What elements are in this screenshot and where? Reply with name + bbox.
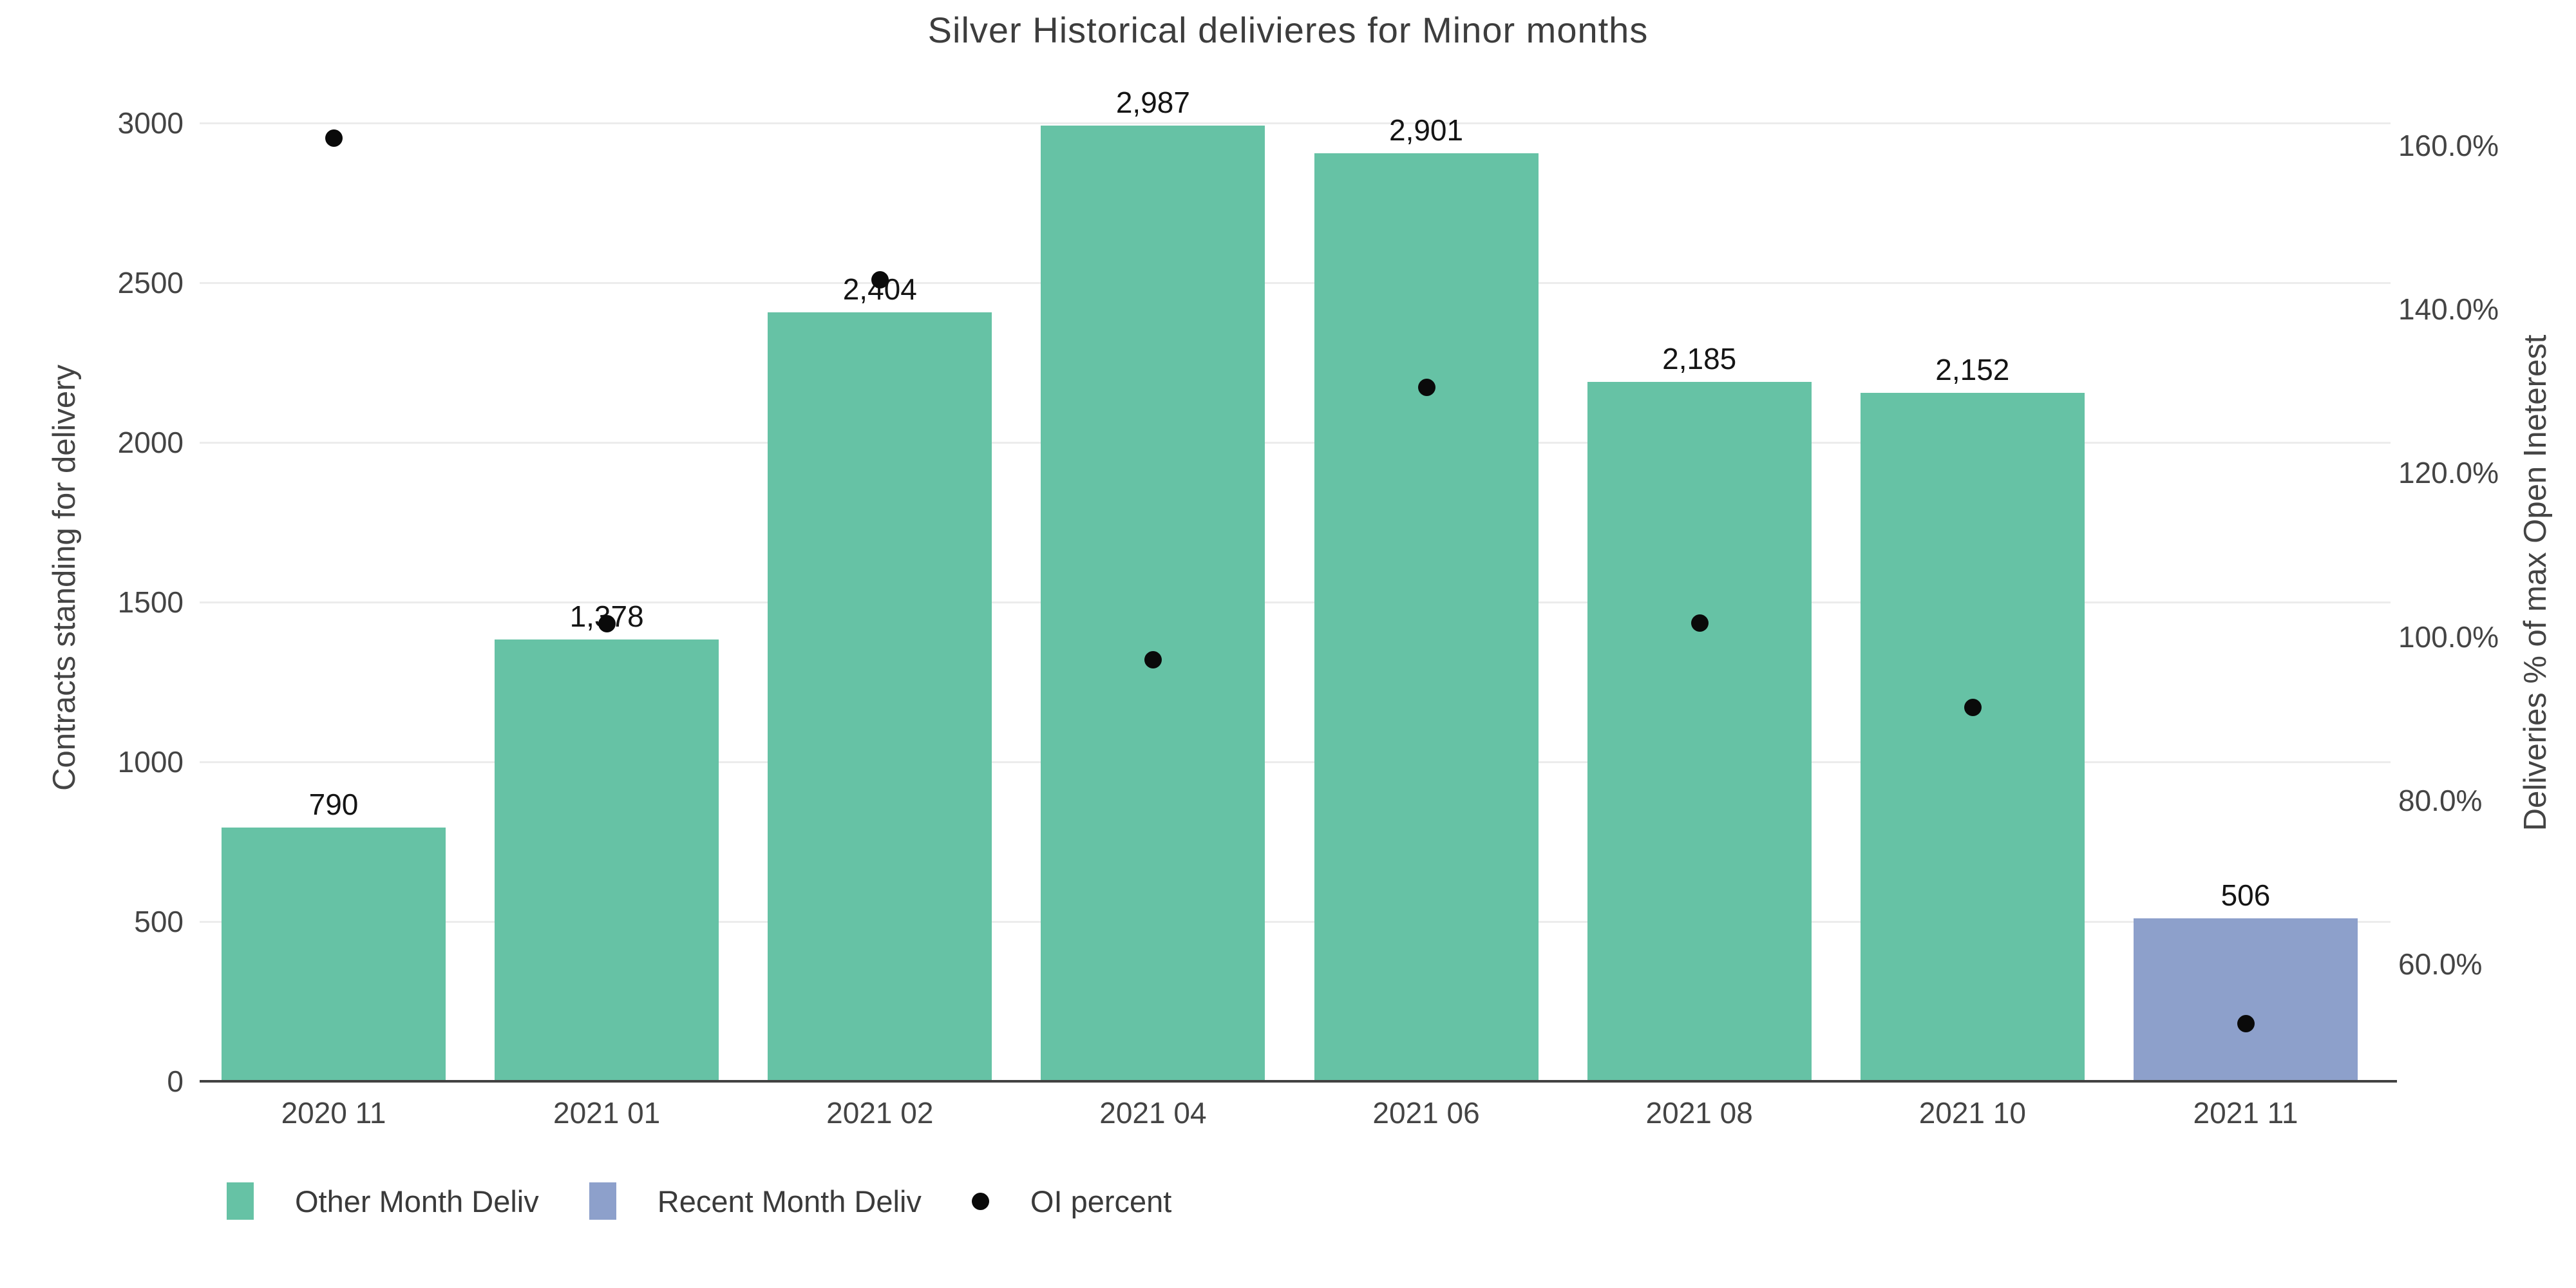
bar-2021-08[interactable] bbox=[1587, 382, 1812, 1080]
x-label-2021-04: 2021 04 bbox=[1099, 1096, 1207, 1130]
legend: Other Month Deliv Recent Month Deliv OI pe… bbox=[227, 1182, 1222, 1220]
legend-bar-swatch bbox=[227, 1182, 254, 1220]
bar-2020-11[interactable] bbox=[222, 828, 446, 1080]
right-axis-title: Deliveries % of max Open Ineterest bbox=[2518, 334, 2553, 831]
legend-label: Recent Month Deliv bbox=[657, 1184, 922, 1218]
legend-label: OI percent bbox=[1030, 1184, 1172, 1218]
legend-item-OI-percent[interactable]: OI percent bbox=[971, 1184, 1172, 1219]
bar-value-2021-04: 2,987 bbox=[1115, 86, 1190, 120]
bar-value-2021-06: 2,901 bbox=[1388, 113, 1464, 147]
left-tick-3000: 3000 bbox=[117, 106, 184, 140]
bar-value-2021-11: 506 bbox=[2221, 878, 2271, 912]
bar-2021-04[interactable] bbox=[1041, 126, 1265, 1080]
x-label-2021-02: 2021 02 bbox=[826, 1096, 934, 1130]
right-tick-60: 60.0% bbox=[2398, 947, 2483, 981]
oi-dot-2021-04[interactable] bbox=[1144, 651, 1162, 669]
bar-2021-11[interactable] bbox=[2133, 918, 2358, 1080]
oi-dot-2021-08[interactable] bbox=[1690, 614, 1709, 632]
right-tick-140: 140.0% bbox=[2398, 292, 2499, 326]
left-tick-2500: 2500 bbox=[117, 265, 184, 299]
gridline-2000 bbox=[200, 441, 2391, 444]
legend-bar-swatch bbox=[589, 1182, 616, 1220]
legend-item-Other-Month-Deliv[interactable]: Other Month Deliv bbox=[227, 1182, 539, 1220]
left-tick-1000: 1000 bbox=[117, 744, 184, 779]
legend-dot-swatch bbox=[971, 1192, 989, 1210]
oi-dot-2021-06[interactable] bbox=[1417, 378, 1435, 396]
bar-2021-10[interactable] bbox=[1860, 392, 2085, 1080]
bar-2021-01[interactable] bbox=[495, 639, 719, 1080]
x-label-2021-06: 2021 06 bbox=[1372, 1096, 1480, 1130]
gridline-1500 bbox=[200, 601, 2391, 603]
bar-value-2020-11: 790 bbox=[308, 788, 359, 822]
bar-value-2021-10: 2,152 bbox=[1935, 352, 2010, 386]
gridline-2500 bbox=[200, 281, 2391, 284]
x-label-2020-11: 2020 11 bbox=[281, 1096, 386, 1130]
right-tick-120: 120.0% bbox=[2398, 456, 2499, 490]
gridline-500 bbox=[200, 920, 2391, 923]
oi-dot-2021-11[interactable] bbox=[2237, 1014, 2255, 1032]
chart-title: Silver Historical delivieres for Minor m… bbox=[927, 10, 1649, 50]
right-tick-100: 100.0% bbox=[2398, 620, 2499, 654]
left-tick-1500: 1500 bbox=[117, 585, 184, 619]
gridline-3000 bbox=[200, 122, 2391, 124]
left-tick-0: 0 bbox=[167, 1065, 184, 1098]
oi-dot-2020-11[interactable] bbox=[325, 129, 343, 147]
oi-dot-2021-02[interactable] bbox=[871, 271, 889, 289]
left-tick-2000: 2000 bbox=[117, 425, 184, 459]
legend-item-Recent-Month-Deliv[interactable]: Recent Month Deliv bbox=[589, 1182, 922, 1220]
x-label-2021-01: 2021 01 bbox=[553, 1096, 661, 1130]
x-axis-line bbox=[200, 1080, 2397, 1083]
bar-2021-06[interactable] bbox=[1314, 153, 1539, 1080]
gridline-1000 bbox=[200, 761, 2391, 763]
legend-label: Other Month Deliv bbox=[295, 1184, 539, 1218]
bar-2021-02[interactable] bbox=[768, 312, 992, 1080]
bar-value-2021-08: 2,185 bbox=[1662, 342, 1737, 376]
left-tick-500: 500 bbox=[134, 904, 184, 938]
x-label-2021-10: 2021 10 bbox=[1918, 1096, 2026, 1130]
left-axis-title: Contracts standing for delivery bbox=[47, 365, 82, 791]
right-tick-160: 160.0% bbox=[2398, 128, 2499, 162]
right-tick-80: 80.0% bbox=[2398, 783, 2483, 817]
x-label-2021-08: 2021 08 bbox=[1645, 1096, 1753, 1130]
oi-dot-2021-10[interactable] bbox=[1964, 698, 1982, 716]
x-label-2021-11: 2021 11 bbox=[2193, 1096, 2298, 1130]
oi-dot-2021-01[interactable] bbox=[598, 615, 616, 633]
